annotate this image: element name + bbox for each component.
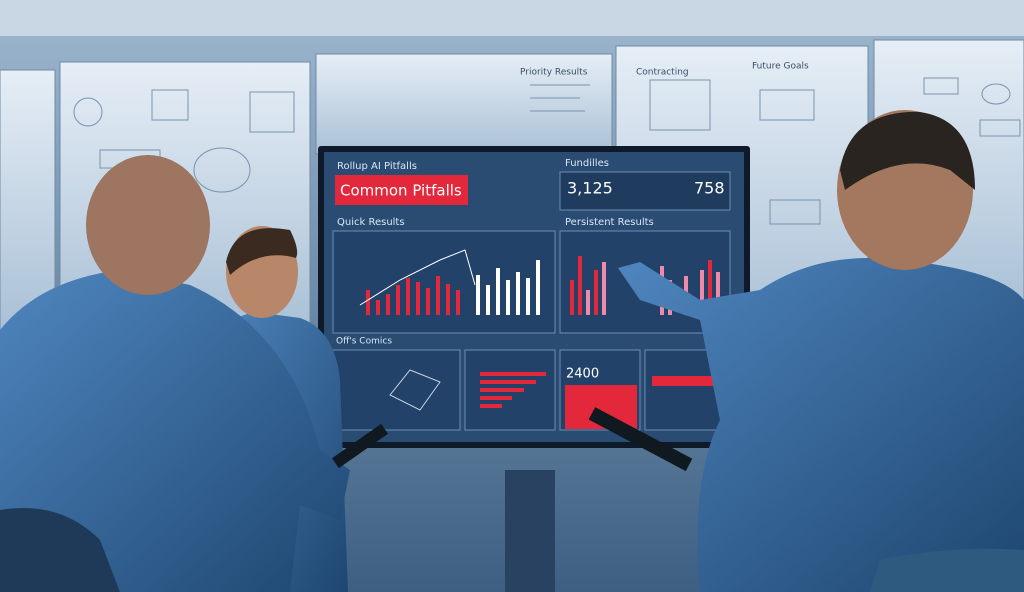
panel-title: Quick Results xyxy=(337,217,405,228)
screen-header: Rollup AI Pitfalls xyxy=(337,161,417,172)
bottom-panel xyxy=(332,349,461,431)
board-sketches xyxy=(73,77,1021,225)
stand xyxy=(505,470,555,592)
person-hair xyxy=(840,111,975,190)
stats-box xyxy=(559,171,731,211)
big-stat: 2400 xyxy=(566,367,599,382)
person-hair xyxy=(226,228,298,275)
chair xyxy=(0,508,120,592)
chair xyxy=(870,548,1024,592)
stats-label: Fundilles xyxy=(565,158,609,169)
stat: 3,125 xyxy=(567,179,613,198)
stat: 758 xyxy=(694,179,725,198)
person-pointing xyxy=(618,258,1024,592)
board-label: Future Goals xyxy=(752,62,809,72)
person-seated-left xyxy=(0,270,350,592)
board-label: Priority Results xyxy=(520,68,588,78)
chart-panel xyxy=(332,230,556,334)
tablet xyxy=(331,423,389,469)
person-head xyxy=(86,155,210,295)
section-label: Off's Comics xyxy=(336,337,392,347)
tablet xyxy=(588,407,693,472)
panel-title: Persistent Results xyxy=(565,217,654,228)
whiteboard xyxy=(0,69,56,331)
whiteboard xyxy=(315,53,613,155)
banner-text: Common Pitfalls xyxy=(340,182,462,200)
board-label: Contracting xyxy=(636,68,689,78)
banner xyxy=(335,175,468,205)
ceiling xyxy=(0,0,1024,36)
